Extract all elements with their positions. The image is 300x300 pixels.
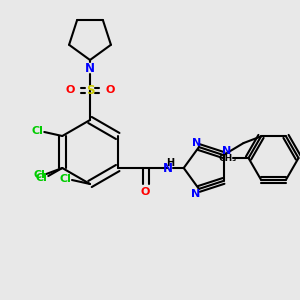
Text: Cl: Cl [35,173,47,183]
Text: N: N [222,146,231,156]
Text: Cl: Cl [59,174,71,184]
Text: N: N [192,138,202,148]
Text: S: S [86,83,94,97]
Text: N: N [191,189,200,199]
Text: O: O [105,85,115,95]
Text: O: O [65,85,75,95]
Text: N: N [163,161,173,175]
Text: Cl: Cl [33,170,45,180]
Text: H: H [166,158,174,168]
Text: N: N [85,61,95,74]
Text: Cl: Cl [31,126,43,136]
Text: O: O [140,187,149,197]
Text: CH₃: CH₃ [218,154,237,163]
